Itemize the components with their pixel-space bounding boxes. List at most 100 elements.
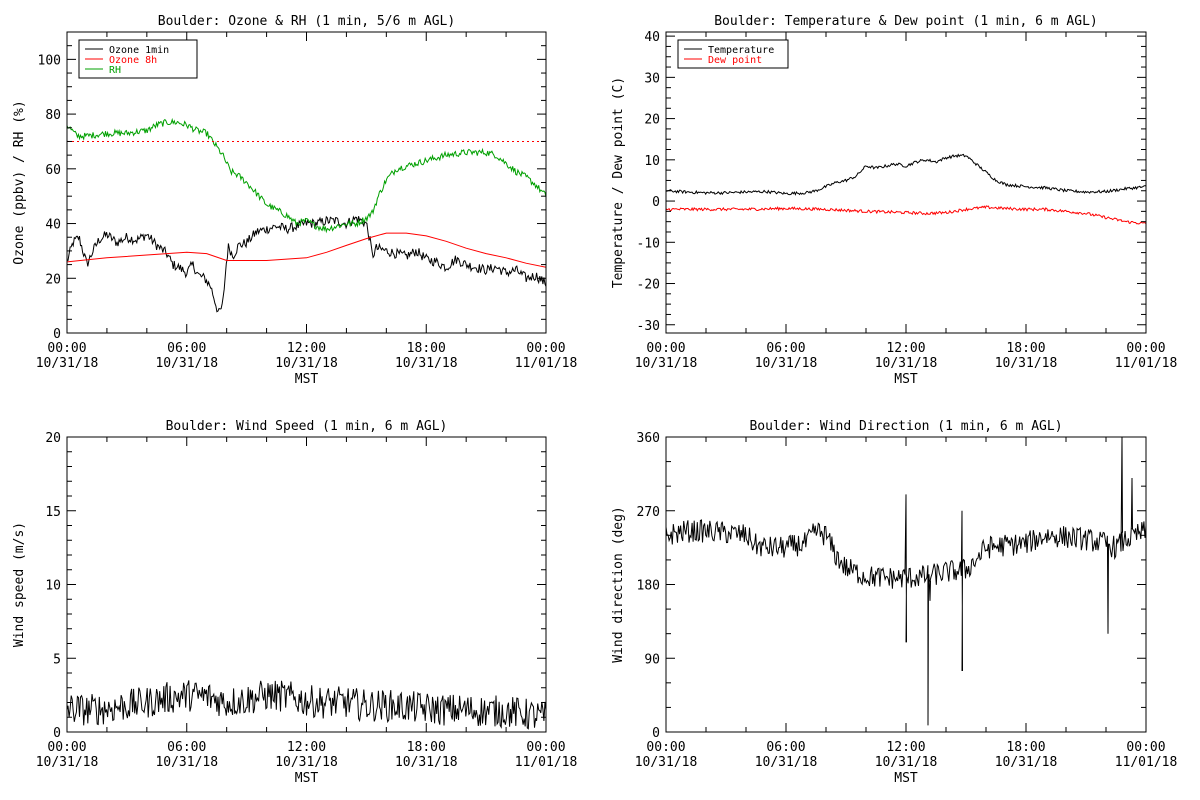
plot-area [67, 680, 546, 730]
chart-title: Boulder: Ozone & RH (1 min, 5/6 m AGL) [158, 14, 455, 29]
x-tick-label: 10/31/18 [36, 356, 99, 371]
y-axis-label: Temperature / Dew point (C) [611, 77, 626, 288]
y-tick-label: 10 [644, 154, 660, 169]
plot-area [67, 117, 546, 313]
x-tick-label: 10/31/18 [875, 356, 938, 371]
plot-area [666, 153, 1146, 225]
y-tick-label: 20 [45, 431, 61, 446]
x-tick-label: 10/31/18 [155, 755, 218, 770]
x-tick-label: 00:00 [1126, 341, 1165, 356]
y-tick-label: 0 [652, 726, 660, 741]
legend-entry: Ozone 1min [109, 45, 169, 56]
x-tick-label: 10/31/18 [635, 755, 698, 770]
y-tick-label: 40 [644, 30, 660, 45]
series-line-2 [666, 205, 1146, 225]
x-tick-label: 12:00 [886, 740, 925, 755]
y-tick-label: 0 [53, 726, 61, 741]
x-tick-label: 10/31/18 [395, 755, 458, 770]
plot-frame [665, 31, 1147, 334]
x-tick-label: 10/31/18 [155, 356, 218, 371]
chart-panel-3: Boulder: Wind Speed (1 min, 6 m AGL) 00:0… [12, 419, 577, 786]
y-tick-label: 30 [644, 71, 660, 86]
chart-title: Boulder: Wind Speed (1 min, 6 m AGL) [166, 419, 448, 434]
y-tick-label: 90 [644, 652, 660, 667]
y-tick-label: -30 [637, 319, 660, 334]
x-tick-label: 00:00 [1126, 740, 1165, 755]
series-line-3 [67, 117, 546, 234]
y-tick-label: 5 [53, 652, 61, 667]
series-line-2 [67, 232, 546, 268]
x-tick-label: 18:00 [1006, 341, 1045, 356]
y-axis-label: Wind speed (m/s) [12, 522, 27, 647]
chart-title: Boulder: Wind Direction (1 min, 6 m AGL) [749, 419, 1062, 434]
x-tick-label: 10/31/18 [275, 755, 338, 770]
x-tick-label: 00:00 [526, 341, 565, 356]
series-line-1 [67, 215, 546, 313]
y-axis-label: Wind direction (deg) [611, 506, 626, 663]
x-tick-label: 11/01/18 [515, 755, 578, 770]
series-line-1 [67, 680, 546, 730]
y-tick-label: 270 [637, 505, 660, 520]
chart-title: Boulder: Temperature & Dew point (1 min,… [714, 14, 1098, 29]
x-tick-label: 10/31/18 [755, 755, 818, 770]
x-tick-label: 18:00 [1006, 740, 1045, 755]
x-tick-label: 00:00 [47, 740, 86, 755]
x-tick-label: 00:00 [47, 341, 86, 356]
legend-entry: Temperature [708, 45, 774, 56]
y-tick-label: 20 [45, 272, 61, 287]
y-tick-label: 180 [637, 579, 660, 594]
y-tick-label: 0 [652, 195, 660, 210]
x-tick-label: 11/01/18 [1115, 356, 1178, 371]
y-tick-label: -10 [637, 236, 660, 251]
x-tick-label: 12:00 [287, 740, 326, 755]
x-axis-label: MST [295, 372, 319, 387]
x-tick-label: 00:00 [646, 740, 685, 755]
y-tick-label: 10 [45, 579, 61, 594]
y-tick-label: 40 [45, 218, 61, 233]
series-line-1 [666, 437, 1146, 726]
x-tick-label: 10/31/18 [395, 356, 458, 371]
x-tick-label: 06:00 [167, 341, 206, 356]
x-tick-label: 10/31/18 [875, 755, 938, 770]
x-tick-label: 10/31/18 [275, 356, 338, 371]
x-tick-label: 12:00 [886, 341, 925, 356]
x-tick-label: 10/31/18 [635, 356, 698, 371]
x-tick-label: 10/31/18 [995, 755, 1058, 770]
x-tick-label: 06:00 [766, 740, 805, 755]
x-tick-label: 10/31/18 [36, 755, 99, 770]
chart-panel-2: Boulder: Temperature & Dew point (1 min,… [611, 14, 1177, 387]
y-tick-label: 100 [38, 53, 61, 68]
x-tick-label: 11/01/18 [1115, 755, 1178, 770]
x-tick-label: 10/31/18 [755, 356, 818, 371]
series-line-1 [666, 153, 1146, 196]
y-axis-label: Ozone (ppbv) / RH (%) [12, 100, 27, 264]
x-tick-label: 11/01/18 [515, 356, 578, 371]
y-tick-label: 360 [637, 431, 660, 446]
x-tick-label: 18:00 [407, 740, 446, 755]
x-tick-label: 12:00 [287, 341, 326, 356]
legend-box [677, 39, 789, 69]
y-tick-label: -20 [637, 278, 660, 293]
x-tick-label: 00:00 [526, 740, 565, 755]
legend-entry: Ozone 8h [109, 55, 157, 66]
x-tick-label: 10/31/18 [995, 356, 1058, 371]
x-axis-label: MST [295, 771, 319, 786]
legend-entry: Dew point [708, 55, 762, 66]
y-tick-label: 80 [45, 108, 61, 123]
x-tick-label: 00:00 [646, 341, 685, 356]
chart-panel-1: Boulder: Ozone & RH (1 min, 5/6 m AGL) 00… [12, 14, 577, 387]
y-tick-label: 60 [45, 163, 61, 178]
chart-panel-4: Boulder: Wind Direction (1 min, 6 m AGL)… [611, 419, 1177, 786]
x-tick-label: 06:00 [766, 341, 805, 356]
legend-entry: RH [109, 65, 121, 76]
y-tick-label: 15 [45, 505, 61, 520]
x-tick-label: 18:00 [407, 341, 446, 356]
x-axis-label: MST [894, 771, 918, 786]
x-tick-label: 06:00 [167, 740, 206, 755]
y-tick-label: 20 [644, 113, 660, 128]
x-axis-label: MST [894, 372, 918, 387]
plot-area [666, 437, 1146, 726]
